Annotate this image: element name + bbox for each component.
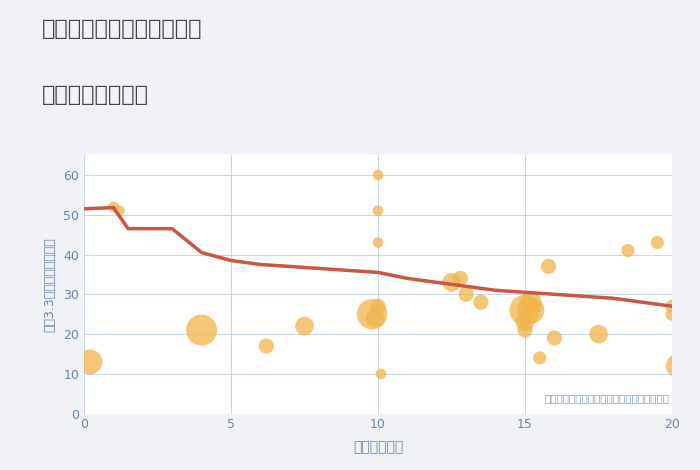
Text: 奈良県奈良市西登美ヶ丘の: 奈良県奈良市西登美ヶ丘の [42,19,202,39]
Point [367,310,378,318]
Point [652,239,663,246]
Point [196,326,207,334]
Point [519,326,531,334]
Point [372,303,384,310]
Point [461,290,472,298]
Y-axis label: 坪（3.3㎡）単価（万円）: 坪（3.3㎡）単価（万円） [43,237,56,332]
Point [108,203,119,211]
Point [519,318,531,326]
Point [525,298,536,306]
Point [260,342,272,350]
Point [84,358,95,366]
Point [534,354,545,362]
Point [372,207,384,214]
Point [549,334,560,342]
Point [543,263,554,270]
Point [666,303,678,310]
Text: 円の大きさは、取引のあった物件面積を示す: 円の大きさは、取引のあった物件面積を示す [544,393,669,403]
Point [299,322,310,330]
Point [475,298,486,306]
Point [622,247,634,254]
Point [666,310,678,318]
Point [372,171,384,179]
Point [375,370,386,377]
Point [672,362,683,369]
X-axis label: 駅距離（分）: 駅距離（分） [353,440,403,454]
Point [525,306,536,314]
Point [519,306,531,314]
Point [370,314,381,322]
Point [113,207,125,214]
Point [372,239,384,246]
Text: 駅距離別土地価格: 駅距離別土地価格 [42,85,149,105]
Point [593,330,604,338]
Point [455,274,466,282]
Point [446,279,457,286]
